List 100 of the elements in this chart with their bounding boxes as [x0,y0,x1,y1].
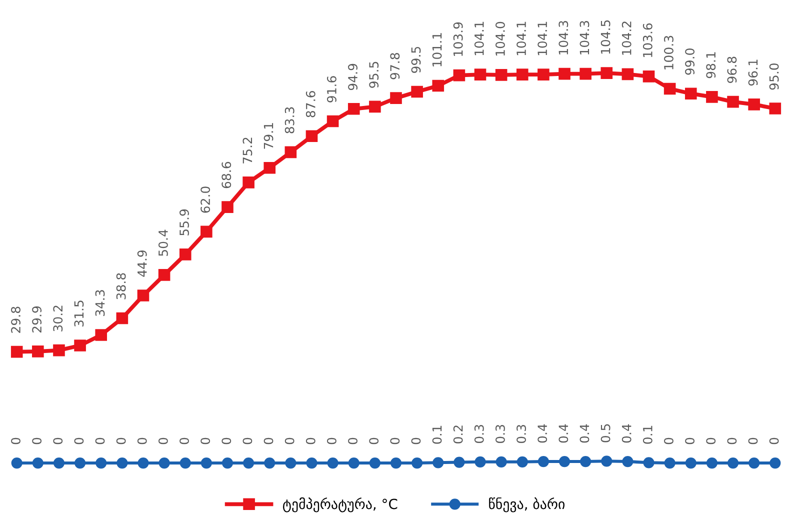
point [116,457,128,469]
data-label: 0.1 [642,426,652,444]
data-label: 0 [180,438,189,444]
point [96,457,107,469]
point [727,96,739,108]
data-label: 0 [116,438,126,444]
point [137,290,150,302]
point [748,98,760,110]
point [11,457,22,469]
data-label: 95.0 [769,63,779,90]
data-label: 0 [137,438,147,444]
point [74,340,86,352]
data-label: 0 [242,438,252,444]
point [684,88,697,100]
point [158,457,170,469]
data-label: 0.3 [495,424,505,444]
point [411,86,423,98]
point [558,68,570,80]
point [200,457,212,469]
point [285,457,296,469]
data-label: 103.6 [642,23,652,58]
point [369,457,380,469]
data-label: 38.8 [116,273,126,300]
data-label: 0 [11,438,20,444]
point [748,457,760,469]
point [538,68,550,80]
data-label: 0.5 [600,424,610,442]
data-label: 30.2 [53,306,63,332]
point [326,115,339,128]
legend-label: წნევა, ბარი [489,497,564,512]
point [432,80,444,92]
point [580,68,592,80]
data-label: 97.8 [390,53,400,80]
data-label: 0.3 [474,424,484,444]
point [390,457,402,469]
point [10,346,23,358]
data-label: 50.4 [158,230,168,256]
data-label: 0.1 [432,426,442,444]
point [158,269,170,281]
data-label: 0 [348,438,358,444]
data-label: 0 [264,438,274,444]
point [284,146,297,158]
point [770,457,781,469]
point [412,457,423,469]
data-label: 95.5 [369,62,379,88]
point [32,346,44,358]
data-label: 0 [685,438,695,444]
data-label: 0.3 [516,424,526,444]
data-label: 87.6 [306,91,316,118]
point [727,457,739,469]
data-label: 0 [664,438,674,444]
point [53,344,65,356]
data-label: 31.5 [74,300,84,326]
data-label: 55.9 [180,209,189,236]
data-label: 0 [748,438,758,444]
point [622,68,634,80]
data-label: 62.0 [200,186,210,213]
data-label: 0 [306,438,316,444]
point [538,456,550,468]
data-label: 0 [769,438,779,444]
data-label: 44.9 [137,250,147,277]
point [327,457,338,469]
data-label: 0 [411,438,421,444]
point [432,457,444,468]
data-label: 0 [95,438,105,444]
data-label: 68.6 [222,162,232,188]
data-label: 104.3 [580,20,590,54]
data-label: 0 [32,438,42,444]
data-label: 0.4 [580,424,590,443]
data-label: 79.1 [264,123,274,149]
data-label: 0.4 [622,424,632,443]
point [116,312,128,324]
data-label: 96.8 [727,56,737,83]
data-label: 0 [369,438,379,444]
data-label: 29.8 [11,306,20,333]
data-label: 0.4 [558,424,568,443]
data-label: 99.5 [411,46,421,73]
data-label: 0 [390,438,400,444]
point [369,100,381,113]
point [664,82,676,95]
point [32,457,44,469]
point [558,456,570,468]
data-label: 0 [222,438,232,444]
point [454,456,465,468]
point [516,68,528,80]
point [601,456,612,467]
point [706,457,718,469]
data-label: 104.2 [622,22,632,55]
data-label: 99.0 [685,48,695,75]
data-label: 100.3 [664,36,674,70]
point [706,91,718,103]
data-label: 104.1 [538,22,548,56]
point [685,457,696,469]
data-label: 34.3 [95,290,105,316]
point [474,456,486,468]
point [516,456,528,468]
point [222,201,234,213]
point [643,457,654,468]
data-label: 104.5 [600,20,610,54]
data-label: 104.1 [516,22,526,56]
